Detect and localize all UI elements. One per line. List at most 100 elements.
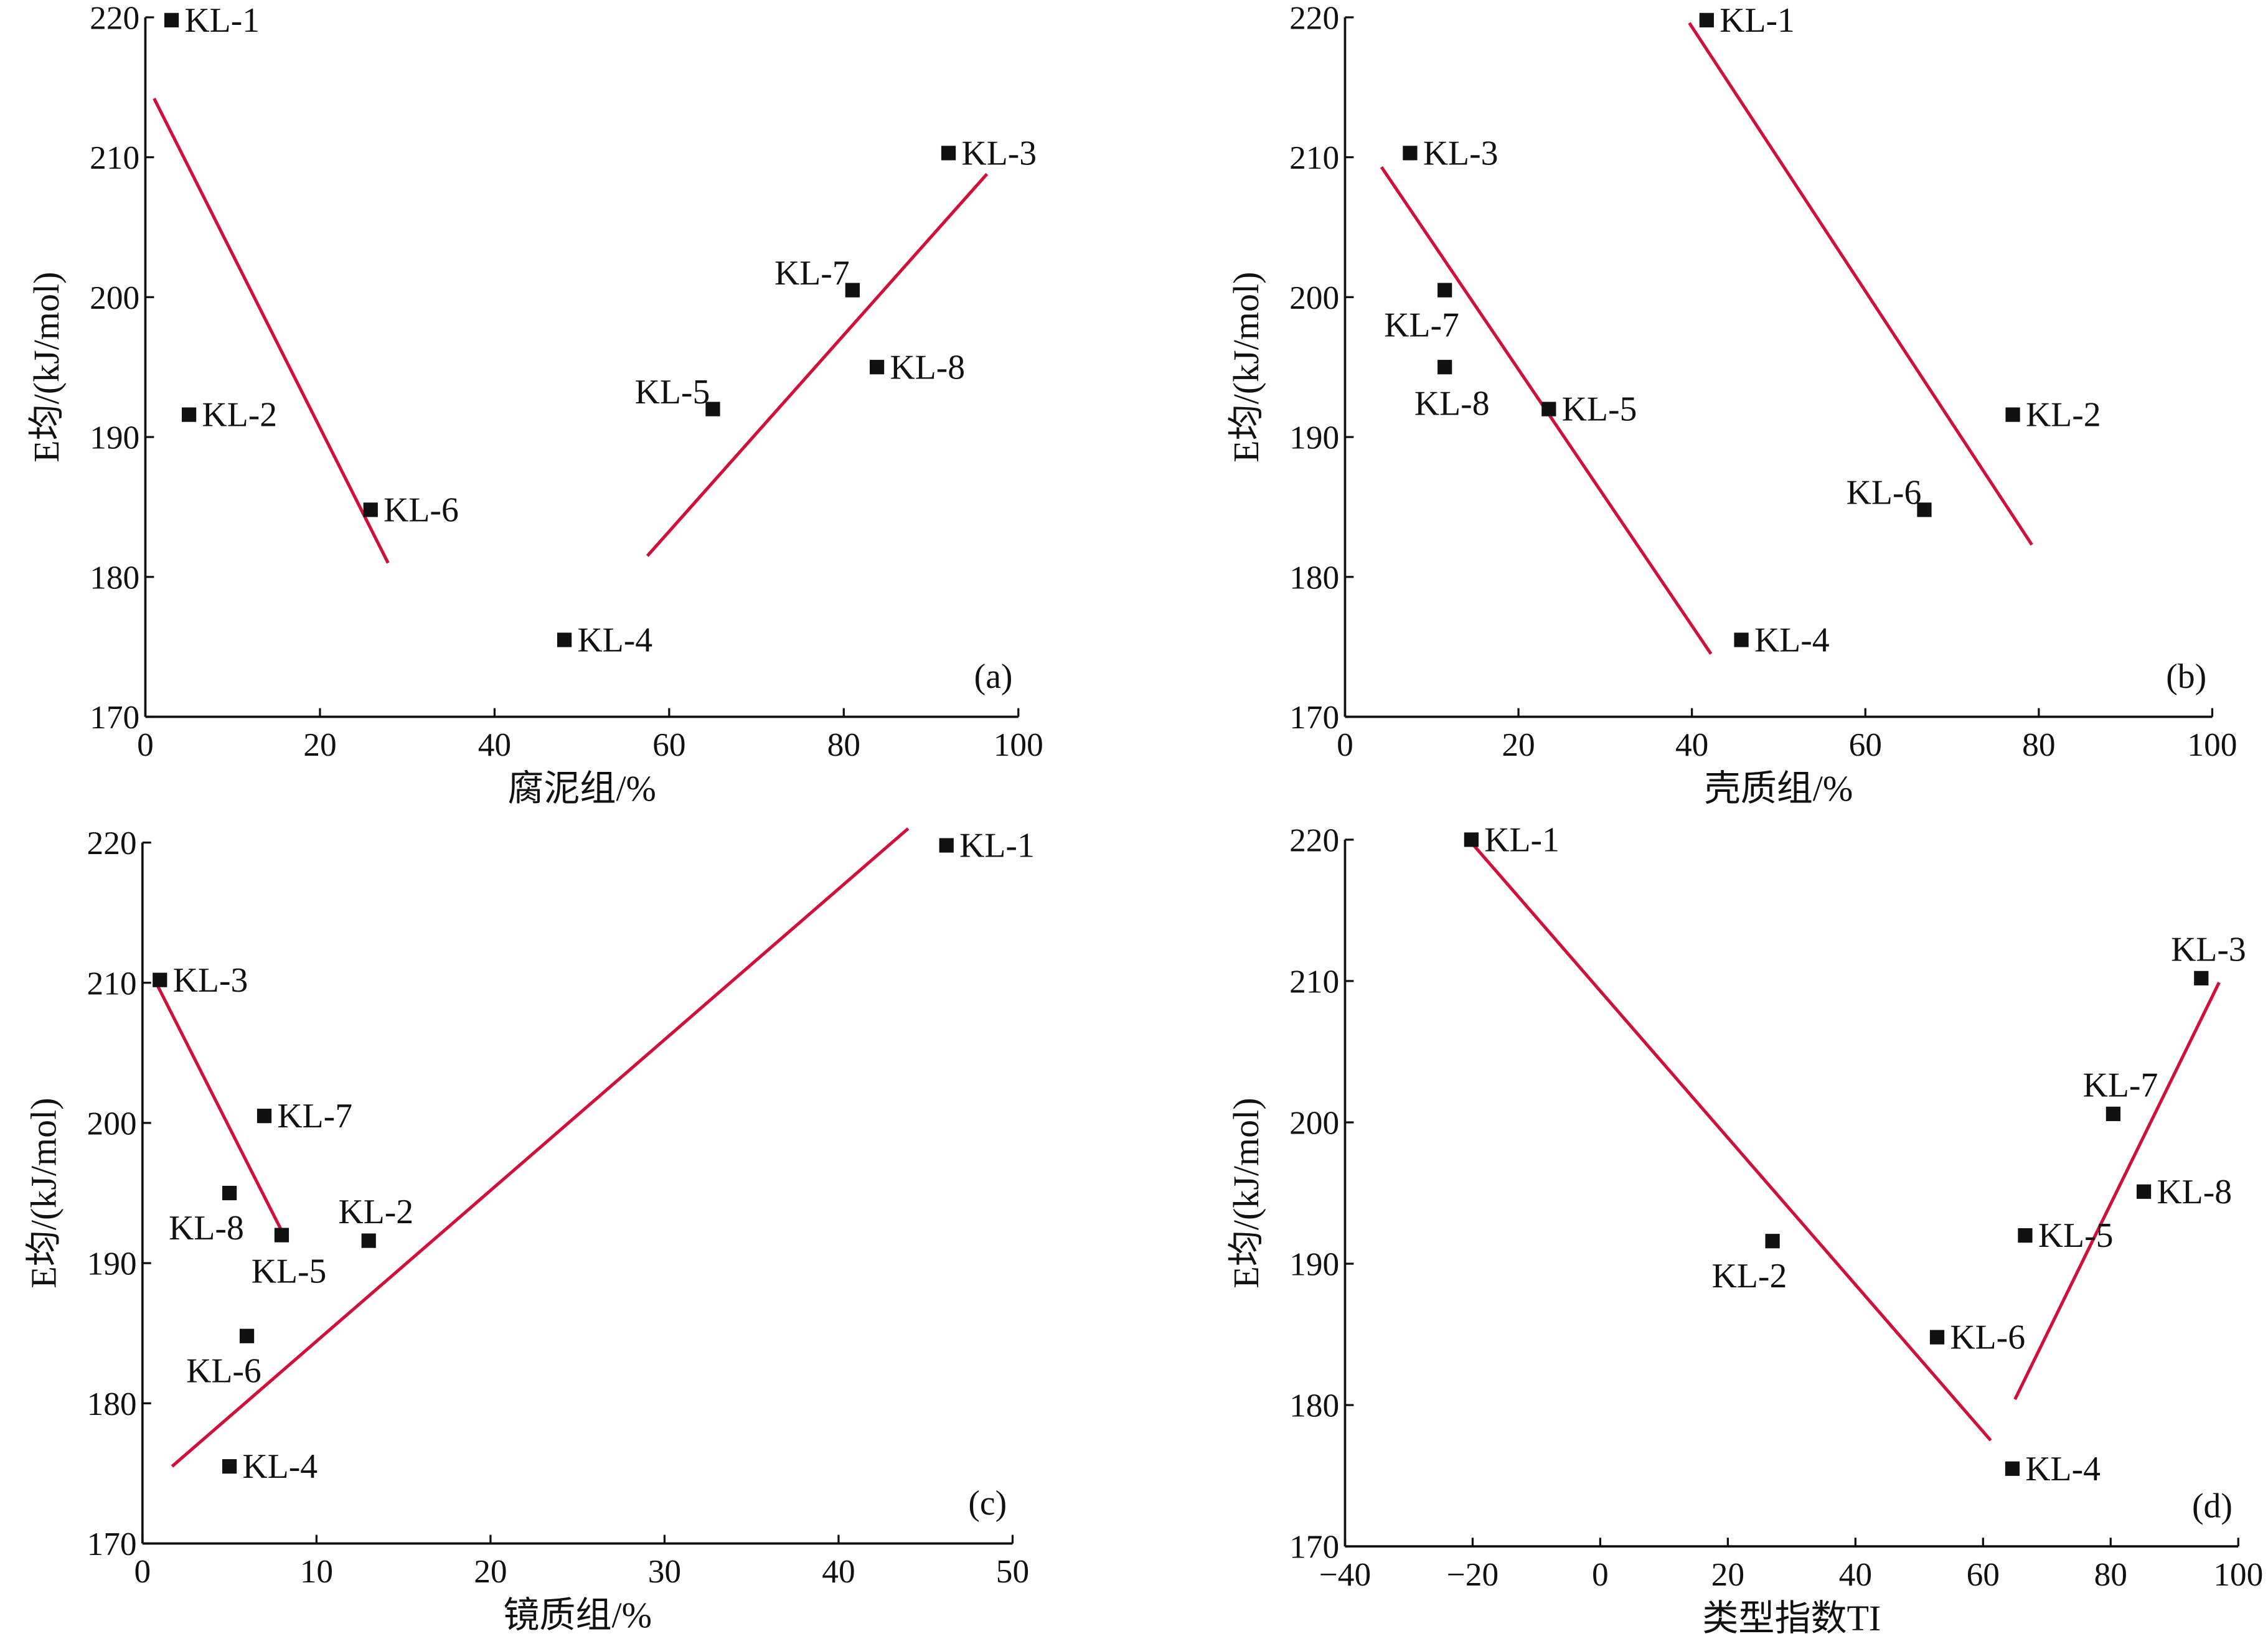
data-point [939,838,954,853]
fit-line [171,827,910,1468]
point-label: KL-7 [277,1097,352,1135]
point-label: KL-6 [383,491,459,530]
data-point [1917,502,1932,517]
point-label: KL-5 [1562,390,1637,429]
data-point [941,146,956,161]
y-tick-label: 200 [90,279,139,316]
point-label: KL-2 [1712,1257,1787,1295]
data-point [1541,402,1556,416]
point-label: KL-6 [186,1352,261,1391]
point-label: KL-5 [252,1252,327,1291]
y-tick-label: 180 [87,1385,137,1422]
point-label: KL-6 [1847,474,1922,512]
point-label: KL-1 [184,1,260,40]
x-tick-label: 60 [1967,1556,2000,1593]
panel-label: (c) [968,1484,1007,1523]
x-tick-label: −40 [1319,1556,1371,1593]
x-tick-label: 80 [827,726,860,763]
y-tick-label: 170 [87,1525,137,1562]
x-tick-label: 100 [2213,1556,2263,1593]
data-point [1437,360,1452,375]
y-axis-label: E均/(kJ/mol) [1226,272,1266,463]
y-tick-label: 200 [1289,1104,1339,1142]
x-tick-label: 100 [2187,726,2237,763]
x-axis-label: 类型指数TI [1702,1598,1881,1638]
y-tick-label: 210 [1289,139,1339,176]
point-label: KL-8 [1414,384,1490,423]
y-tick-label: 210 [87,964,137,1002]
x-tick-label: 80 [2094,1556,2127,1593]
panel-label: (b) [2166,657,2206,696]
y-tick-label: 220 [1289,0,1339,36]
y-tick-label: 170 [1289,1528,1339,1566]
data-point [2106,1106,2120,1121]
fit-line [153,979,283,1232]
x-tick-label: 40 [478,726,511,763]
data-point [845,283,860,298]
data-point [1699,12,1714,27]
data-point [181,407,197,422]
data-point [222,1185,237,1201]
data-point [361,1233,376,1248]
y-tick-label: 220 [1289,821,1339,858]
x-axis-label: 壳质组/% [1705,768,1853,809]
panel-c: 0 10 20 30 40 50 170 180 190 200 210 220 镜质组/% E均/(kJ… [24,824,1035,1635]
panel-label: (a) [974,657,1013,696]
y-tick-label: 190 [90,419,139,456]
data-point [164,12,179,27]
data-point [153,972,167,987]
y-tick-label: 200 [1289,279,1339,316]
point-label: KL-4 [243,1447,318,1486]
fit-line [646,172,989,557]
x-tick-label: −20 [1447,1556,1499,1593]
x-tick-label: 100 [994,726,1043,763]
x-tick-label: 20 [1502,726,1535,763]
x-tick-label: 80 [2022,726,2055,763]
panel-d: −40 −20 0 20 40 60 80 100 170 180 190 200 210 220 类型指数… [1226,820,2263,1638]
y-tick-label: 180 [1289,1387,1339,1424]
data-point [239,1328,255,1343]
y-tick-label: 220 [87,824,137,862]
data-point [1734,632,1749,647]
fit-line [153,98,390,564]
point-label: KL-5 [2038,1216,2114,1255]
point-label: KL-8 [169,1209,244,1247]
data-point [705,402,720,416]
x-axis-label: 镜质组/% [503,1595,652,1635]
point-label: KL-1 [959,827,1035,865]
y-axis-label: E均/(kJ/mol) [24,1097,64,1288]
x-tick-label: 30 [648,1553,681,1590]
x-tick-label: 0 [137,726,154,763]
data-point [1437,283,1452,298]
y-tick-label: 170 [90,698,139,736]
point-label: KL-1 [1484,820,1560,859]
data-point [1403,146,1418,161]
fit-line [1688,22,2033,546]
point-label: KL-4 [1754,621,1830,660]
point-label: KL-5 [635,373,710,411]
y-tick-label: 210 [90,139,139,176]
x-tick-label: 20 [303,726,336,763]
x-tick-label: 0 [1592,1556,1609,1593]
x-tick-label: 40 [1839,1556,1872,1593]
x-tick-label: 60 [1849,726,1882,763]
point-label: KL-3 [173,961,248,1000]
data-point [2194,970,2209,986]
data-point [2005,407,2020,422]
data-point [869,360,885,375]
y-tick-label: 190 [1289,1246,1339,1283]
data-point [2018,1228,2033,1243]
y-tick-label: 180 [90,558,139,596]
point-label: KL-3 [2171,931,2246,969]
x-tick-label: 0 [1337,726,1353,763]
point-label: KL-2 [339,1193,414,1231]
y-axis-label: E均/(kJ/mol) [1226,1097,1266,1288]
data-point [557,632,572,647]
y-axis-label: E均/(kJ/mol) [26,272,67,463]
fit-line [2013,982,2221,1401]
data-point [1765,1234,1780,1249]
y-tick-label: 190 [1289,419,1339,456]
point-label: KL-2 [202,396,278,435]
y-tick-label: 170 [1289,698,1339,736]
